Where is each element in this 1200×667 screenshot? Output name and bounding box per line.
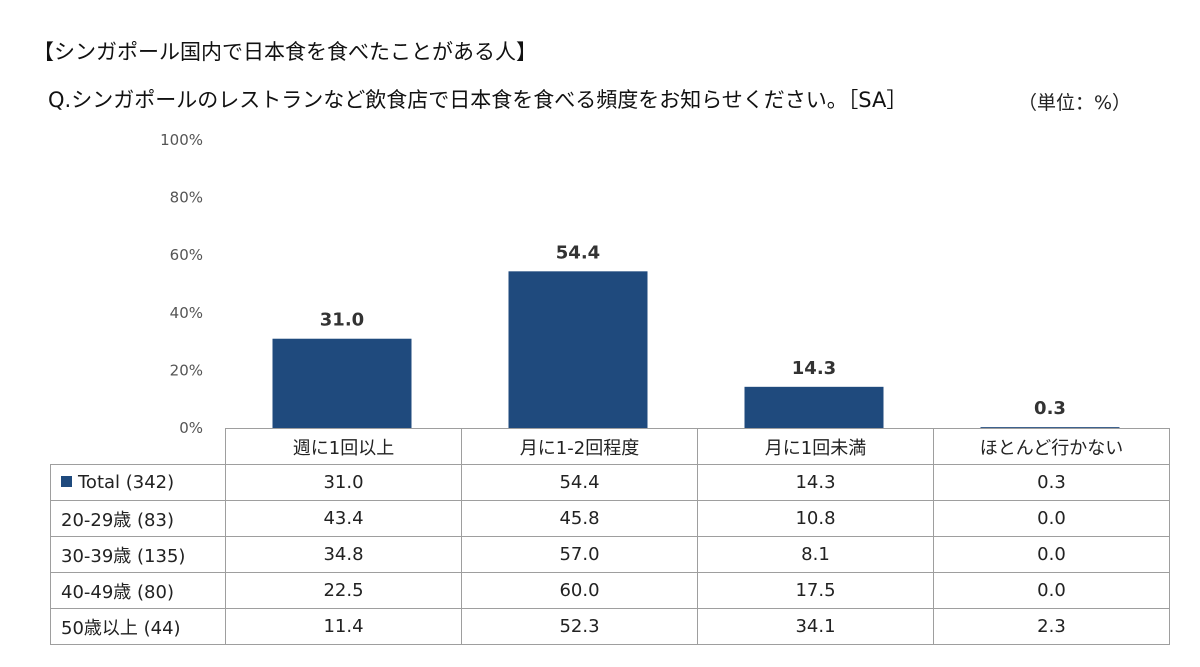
data-label: 14.3 <box>792 358 836 379</box>
y-axis-ticks: 0%20%40%60%80%100% <box>160 131 203 437</box>
data-table: 週に1回以上 月に1-2回程度 月に1回未満 ほとんど行かない Total (3… <box>50 428 1170 645</box>
table-row-label: 40-49歳 (80) <box>50 572 226 609</box>
table-cell: 31.0 <box>225 464 462 501</box>
table-cell: 45.8 <box>461 500 698 537</box>
table-header-cell: 週に1回以上 <box>225 428 462 465</box>
table-cell: 0.0 <box>933 572 1170 609</box>
y-tick-label: 60% <box>170 246 203 264</box>
table-row-label: 20-29歳 (83) <box>50 500 226 537</box>
row-label-text: Total (342) <box>78 472 175 493</box>
y-tick-label: 20% <box>170 361 203 379</box>
unit-label: （単位：%） <box>1018 92 1132 114</box>
table-cell: 22.5 <box>225 572 462 609</box>
table-cell: 43.4 <box>225 500 462 537</box>
table-row: 40-49歳 (80) 22.5 60.0 17.5 0.0 <box>50 572 1170 609</box>
table-cell: 0.0 <box>933 500 1170 537</box>
table-cell: 0.3 <box>933 464 1170 501</box>
bar-chart: 0%20%40%60%80%100% 31.054.414.30.3 <box>160 131 1120 437</box>
table-cell: 2.3 <box>933 608 1170 645</box>
table-row-label: Total (342) <box>50 464 226 501</box>
table-cell: 0.0 <box>933 536 1170 573</box>
legend-swatch <box>61 476 72 487</box>
table-cell: 54.4 <box>461 464 698 501</box>
table-cell: 60.0 <box>461 572 698 609</box>
table-row: 20-29歳 (83) 43.4 45.8 10.8 0.0 <box>50 500 1170 537</box>
y-tick-label: 40% <box>170 304 203 322</box>
bars <box>272 271 1120 429</box>
data-labels: 31.0 54.4 14.3 0.3 <box>320 242 1066 419</box>
data-label: 31.0 <box>320 310 364 331</box>
table-cell: 17.5 <box>697 572 934 609</box>
table-cell: 57.0 <box>461 536 698 573</box>
table-corner <box>50 428 226 465</box>
question-text: Q.シンガポールのレストランなど飲食店で日本食を食べる頻度をお知らせください。［… <box>48 88 908 112</box>
table-row: Total (342) 31.0 54.4 14.3 0.3 <box>50 464 1170 501</box>
bar <box>272 338 412 428</box>
table-row-label: 30-39歳 (135) <box>50 536 226 573</box>
chart-title: 【シンガポール国内で日本食を食べたことがある人】 <box>33 40 537 64</box>
table-cell: 14.3 <box>697 464 934 501</box>
bar <box>980 427 1120 429</box>
table-header-row: 週に1回以上 月に1-2回程度 月に1回未満 ほとんど行かない <box>50 428 1170 465</box>
data-label: 54.4 <box>556 242 600 263</box>
data-label: 0.3 <box>1034 398 1066 419</box>
table-cell: 52.3 <box>461 608 698 645</box>
table-cell: 11.4 <box>225 608 462 645</box>
table-row: 50歳以上 (44) 11.4 52.3 34.1 2.3 <box>50 608 1170 645</box>
bar <box>744 386 884 428</box>
table-cell: 10.8 <box>697 500 934 537</box>
table-header-cell: 月に1回未満 <box>697 428 934 465</box>
y-tick-label: 100% <box>160 131 203 149</box>
table-header-cell: 月に1-2回程度 <box>461 428 698 465</box>
bar <box>508 271 648 428</box>
table-cell: 8.1 <box>697 536 934 573</box>
table-header-cell: ほとんど行かない <box>933 428 1170 465</box>
table-cell: 34.8 <box>225 536 462 573</box>
y-tick-label: 80% <box>170 189 203 207</box>
table-row: 30-39歳 (135) 34.8 57.0 8.1 0.0 <box>50 536 1170 573</box>
table-cell: 34.1 <box>697 608 934 645</box>
table-row-label: 50歳以上 (44) <box>50 608 226 645</box>
